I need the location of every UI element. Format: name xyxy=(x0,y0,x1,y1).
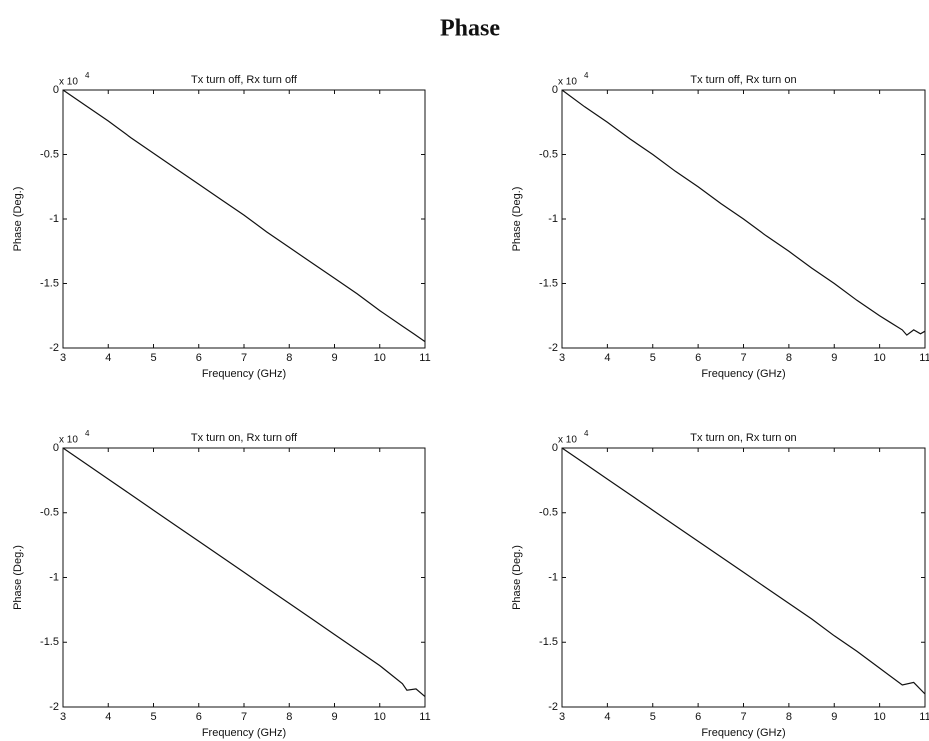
x-tick-label: 3 xyxy=(60,352,66,364)
y-tick-label: 0 xyxy=(552,84,558,96)
plot-frame xyxy=(62,447,426,708)
y-tick-label: -1.5 xyxy=(539,277,558,289)
x-tick-label: 10 xyxy=(374,711,386,723)
plot-frame xyxy=(62,89,426,349)
y-tick-label: -1 xyxy=(49,571,59,583)
y-tick-label: 0 xyxy=(53,442,59,454)
x-tick-label: 3 xyxy=(60,711,66,723)
y-tick-label: -0.5 xyxy=(539,148,558,160)
chart: Tx turn off, Rx turn off Frequency (GHz) P… xyxy=(12,71,431,380)
x-tick-label: 4 xyxy=(604,352,610,364)
y-multiplier-exponent: 4 xyxy=(584,71,589,80)
x-tick-label: 4 xyxy=(604,711,610,723)
y-tick-label: -1.5 xyxy=(40,636,59,648)
x-tick-label: 6 xyxy=(695,711,701,723)
page-title: Phase xyxy=(440,16,500,42)
x-tick-label: 6 xyxy=(196,352,202,364)
y-tick-label: -2 xyxy=(548,701,558,713)
y-tick-label: 0 xyxy=(53,84,59,96)
x-tick-label: 10 xyxy=(374,352,386,364)
x-tick-label: 5 xyxy=(150,352,156,364)
y-tick-label: -2 xyxy=(49,342,59,354)
x-tick-label: 8 xyxy=(286,352,292,364)
plot-frame xyxy=(561,447,926,708)
x-tick-label: 9 xyxy=(331,711,337,723)
data-line xyxy=(561,89,926,336)
x-tick-label: 6 xyxy=(695,352,701,364)
x-tick-label: 11 xyxy=(419,352,430,364)
y-tick-label: -2 xyxy=(548,342,558,354)
y-tick-label: 0 xyxy=(552,442,558,454)
x-tick-label: 11 xyxy=(919,711,929,723)
data-line xyxy=(62,447,426,698)
x-tick-label: 4 xyxy=(105,352,111,364)
chart-title: Tx turn off, Rx turn on xyxy=(690,74,796,86)
x-tick-label: 5 xyxy=(650,352,656,364)
x-tick-label: 10 xyxy=(874,352,886,364)
y-multiplier: x 10 xyxy=(59,435,78,446)
data-line xyxy=(62,89,426,343)
y-multiplier: x 10 xyxy=(558,435,577,446)
x-axis-label: Frequency (GHz) xyxy=(701,368,785,380)
x-tick-label: 6 xyxy=(196,711,202,723)
x-tick-label: 9 xyxy=(831,352,837,364)
chart-title: Tx turn on, Rx turn on xyxy=(690,432,796,444)
chart: Tx turn on, Rx turn off Frequency (GHz) Ph… xyxy=(12,429,431,739)
chart-title: Tx turn on, Rx turn off xyxy=(191,432,298,444)
data-line xyxy=(561,447,926,695)
chart: Tx turn on, Rx turn on Frequency (GHz) Pha… xyxy=(511,429,929,739)
x-tick-label: 8 xyxy=(786,352,792,364)
y-axis-label: Phase (Deg.) xyxy=(12,187,24,252)
x-tick-label: 5 xyxy=(650,711,656,723)
x-axis-label: Frequency (GHz) xyxy=(202,368,286,380)
chart: Tx turn off, Rx turn on Frequency (GHz) Ph… xyxy=(511,71,929,380)
y-tick-label: -1.5 xyxy=(40,277,59,289)
x-tick-label: 4 xyxy=(105,711,111,723)
y-tick-label: -2 xyxy=(49,701,59,713)
x-tick-label: 11 xyxy=(419,711,430,723)
y-multiplier-exponent: 4 xyxy=(85,71,90,80)
y-multiplier: x 10 xyxy=(558,77,577,88)
y-multiplier-exponent: 4 xyxy=(584,429,589,438)
x-axis-label: Frequency (GHz) xyxy=(202,727,286,739)
x-tick-label: 3 xyxy=(559,711,565,723)
y-axis-label: Phase (Deg.) xyxy=(511,545,523,610)
chart-title: Tx turn off, Rx turn off xyxy=(191,74,298,86)
x-tick-label: 9 xyxy=(831,711,837,723)
x-tick-label: 7 xyxy=(740,352,746,364)
y-tick-label: -0.5 xyxy=(40,507,59,519)
x-tick-label: 11 xyxy=(919,352,929,364)
x-axis-label: Frequency (GHz) xyxy=(701,727,785,739)
y-tick-label: -1 xyxy=(548,213,558,225)
y-tick-label: -0.5 xyxy=(539,507,558,519)
x-tick-label: 3 xyxy=(559,352,565,364)
y-multiplier: x 10 xyxy=(59,77,78,88)
x-tick-label: 10 xyxy=(874,711,886,723)
y-tick-label: -0.5 xyxy=(40,148,59,160)
x-tick-label: 7 xyxy=(740,711,746,723)
y-multiplier-exponent: 4 xyxy=(85,429,90,438)
y-tick-label: -1.5 xyxy=(539,636,558,648)
x-tick-label: 9 xyxy=(331,352,337,364)
y-tick-label: -1 xyxy=(49,213,59,225)
x-tick-label: 5 xyxy=(150,711,156,723)
x-tick-label: 7 xyxy=(241,711,247,723)
x-tick-label: 8 xyxy=(286,711,292,723)
x-tick-label: 8 xyxy=(786,711,792,723)
y-tick-label: -1 xyxy=(548,571,558,583)
x-tick-label: 7 xyxy=(241,352,247,364)
y-axis-label: Phase (Deg.) xyxy=(511,187,523,252)
y-axis-label: Phase (Deg.) xyxy=(12,545,24,610)
